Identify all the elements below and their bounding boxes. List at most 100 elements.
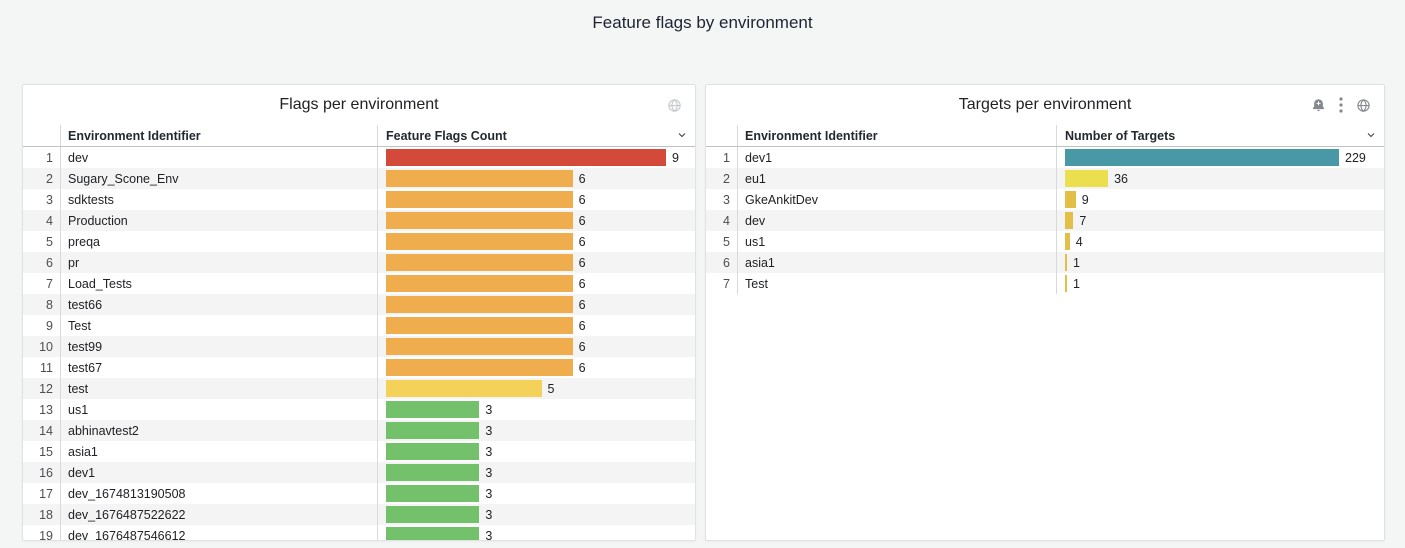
table-row: 16 dev1 3 — [23, 462, 695, 483]
table-row: 3 sdktests 6 — [23, 189, 695, 210]
value-bar — [386, 422, 480, 439]
bar-cell: 1 — [1057, 252, 1384, 273]
bar-cell: 6 — [378, 168, 695, 189]
table-row: 6 pr 6 — [23, 252, 695, 273]
bar-cell: 7 — [1057, 210, 1384, 231]
panel-targets-per-environment: Targets per environment — [705, 84, 1385, 541]
bar-cell: 6 — [378, 336, 695, 357]
bar-cell: 229 — [1057, 147, 1384, 168]
chevron-down-icon[interactable] — [676, 129, 688, 141]
table-row: 17 dev_1674813190508 3 — [23, 483, 695, 504]
table-row: 8 test66 6 — [23, 294, 695, 315]
environment-name: abhinavtest2 — [61, 420, 378, 441]
globe-icon[interactable] — [1356, 98, 1371, 113]
panel-title[interactable]: Targets per environment — [958, 96, 1132, 113]
globe-icon[interactable] — [667, 98, 682, 113]
environment-name: us1 — [61, 399, 378, 420]
bar-value: 3 — [485, 444, 493, 459]
row-index: 18 — [23, 504, 61, 525]
table-body: 1 dev1 229 2 eu1 36 3 GkeAnkitDev 9 4 dev 7 5 us1 4 6 as… — [706, 147, 1384, 294]
bar-cell: 9 — [1057, 189, 1384, 210]
environment-name: Load_Tests — [61, 273, 378, 294]
bar-cell: 1 — [1057, 273, 1384, 294]
value-bar — [1065, 254, 1067, 271]
environment-name: test99 — [61, 336, 378, 357]
bar-value: 9 — [672, 150, 679, 165]
row-index: 2 — [706, 168, 738, 189]
environment-name: test — [61, 378, 378, 399]
panel-title[interactable]: Flags per environment — [279, 96, 439, 113]
page-title: Feature flags by environment — [592, 13, 813, 32]
row-index: 3 — [23, 189, 61, 210]
row-index: 7 — [23, 273, 61, 294]
table-row: 4 Production 6 — [23, 210, 695, 231]
value-bar — [386, 317, 573, 334]
dashboard-panels: Flags per environment Environment Identi… — [22, 84, 1385, 541]
environment-name: dev1 — [738, 147, 1057, 168]
environment-name: GkeAnkitDev — [738, 189, 1057, 210]
environment-name: sdktests — [61, 189, 378, 210]
value-bar — [386, 191, 573, 208]
bar-value: 6 — [578, 276, 586, 291]
value-bar — [386, 233, 573, 250]
row-index: 10 — [23, 336, 61, 357]
value-bar — [386, 527, 480, 540]
environment-name: eu1 — [738, 168, 1057, 189]
column-header-value[interactable]: Number of Targets — [1065, 128, 1176, 143]
bar-value: 3 — [485, 402, 493, 417]
table-header-row: Environment Identifier Feature Flags Cou… — [23, 125, 695, 147]
environment-name: Test — [738, 273, 1057, 294]
bar-value: 3 — [485, 528, 493, 541]
table-row: 14 abhinavtest2 3 — [23, 420, 695, 441]
environment-name: dev1 — [61, 462, 378, 483]
column-header-environment[interactable]: Environment Identifier — [738, 125, 1057, 146]
bell-plus-icon[interactable] — [1311, 98, 1326, 113]
value-bar — [386, 485, 480, 502]
row-index-header — [23, 125, 61, 146]
environment-name: pr — [61, 252, 378, 273]
value-bar — [386, 380, 542, 397]
row-index: 5 — [706, 231, 738, 252]
panel-flags-per-environment: Flags per environment Environment Identi… — [22, 84, 696, 541]
column-header-environment[interactable]: Environment Identifier — [61, 125, 378, 146]
panel-header-icons — [1311, 85, 1371, 125]
table-row: 13 us1 3 — [23, 399, 695, 420]
table-header-row: Environment Identifier Number of Targets — [706, 125, 1384, 147]
bar-value: 3 — [485, 507, 493, 522]
environment-name: us1 — [738, 231, 1057, 252]
environment-name: test66 — [61, 294, 378, 315]
bar-cell: 6 — [378, 294, 695, 315]
kebab-menu-icon[interactable] — [1339, 97, 1343, 113]
row-index: 2 — [23, 168, 61, 189]
bar-cell: 36 — [1057, 168, 1384, 189]
value-bar — [1065, 275, 1067, 292]
row-index: 6 — [23, 252, 61, 273]
table-row: 2 Sugary_Scone_Env 6 — [23, 168, 695, 189]
environment-name: asia1 — [61, 441, 378, 462]
value-bar — [386, 506, 480, 523]
value-bar — [386, 212, 573, 229]
value-bar — [386, 359, 573, 376]
column-header-value[interactable]: Feature Flags Count — [386, 128, 507, 143]
bar-cell: 6 — [378, 273, 695, 294]
row-index: 4 — [23, 210, 61, 231]
bar-cell: 6 — [378, 252, 695, 273]
value-bar — [386, 296, 573, 313]
bar-cell: 3 — [378, 399, 695, 420]
environment-name: Sugary_Scone_Env — [61, 168, 378, 189]
bar-value: 6 — [578, 297, 586, 312]
bar-value: 36 — [1114, 171, 1128, 186]
row-index: 15 — [23, 441, 61, 462]
bar-cell: 3 — [378, 462, 695, 483]
table-row: 11 test67 6 — [23, 357, 695, 378]
bar-cell: 6 — [378, 231, 695, 252]
row-index: 3 — [706, 189, 738, 210]
bar-value: 9 — [1081, 192, 1089, 207]
value-bar — [386, 338, 573, 355]
bar-value: 6 — [578, 192, 586, 207]
row-index: 1 — [706, 147, 738, 168]
bar-cell: 3 — [378, 420, 695, 441]
chevron-down-icon[interactable] — [1365, 129, 1377, 141]
table-row: 1 dev 9 — [23, 147, 695, 168]
value-bar — [1065, 170, 1109, 187]
